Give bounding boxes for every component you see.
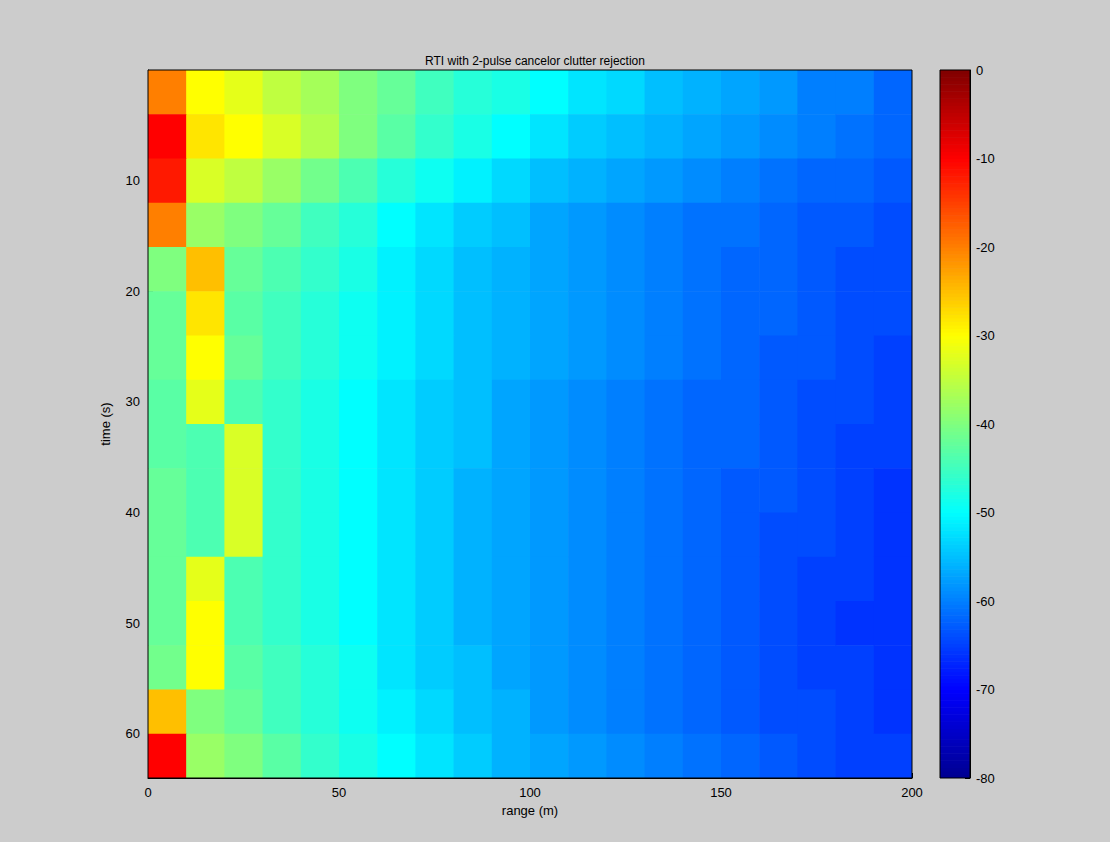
svg-text:RTI with 2-pulse cancelor clut: RTI with 2-pulse cancelor clutter reject… <box>425 54 645 68</box>
svg-text:-20: -20 <box>976 240 995 255</box>
svg-text:-30: -30 <box>976 328 995 343</box>
svg-text:30: 30 <box>126 394 140 409</box>
svg-text:-40: -40 <box>976 417 995 432</box>
svg-text:50: 50 <box>332 785 346 800</box>
svg-text:60: 60 <box>126 726 140 741</box>
svg-text:20: 20 <box>126 284 140 299</box>
svg-text:-10: -10 <box>976 151 995 166</box>
svg-text:0: 0 <box>976 63 983 78</box>
svg-text:-50: -50 <box>976 505 995 520</box>
svg-text:50: 50 <box>126 616 140 631</box>
svg-text:-80: -80 <box>976 771 995 786</box>
svg-text:150: 150 <box>710 785 732 800</box>
svg-text:range (m): range (m) <box>502 803 558 818</box>
svg-text:0: 0 <box>144 785 151 800</box>
svg-text:-70: -70 <box>976 682 995 697</box>
svg-text:200: 200 <box>901 785 923 800</box>
svg-text:100: 100 <box>519 785 541 800</box>
svg-text:-60: -60 <box>976 594 995 609</box>
svg-text:10: 10 <box>126 173 140 188</box>
svg-text:time (s): time (s) <box>98 402 113 445</box>
svg-text:40: 40 <box>126 505 140 520</box>
